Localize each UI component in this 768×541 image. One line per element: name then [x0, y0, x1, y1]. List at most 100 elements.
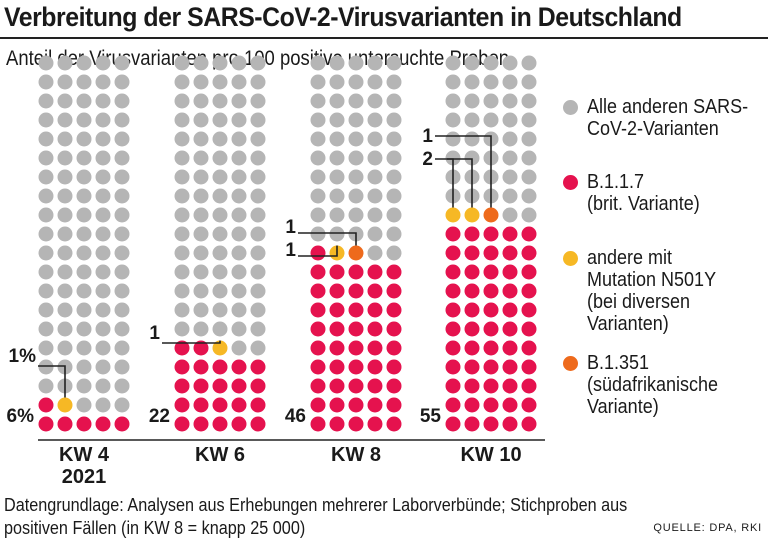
- dot-other: [212, 188, 228, 204]
- dot-other: [76, 226, 92, 242]
- footnote-line-2: positiven Fällen (in KW 8 = knapp 25 000…: [4, 518, 306, 538]
- dot-other: [329, 150, 345, 166]
- dot-other: [250, 207, 266, 223]
- dot-other: [76, 378, 92, 394]
- dot-other: [114, 302, 130, 318]
- dot-other: [95, 150, 111, 166]
- dot-other: [76, 245, 92, 261]
- dot-other: [174, 245, 190, 261]
- dot-b117: [521, 264, 537, 280]
- legend-swatch-b117: [563, 175, 578, 190]
- dot-other: [57, 169, 73, 185]
- dot-other: [445, 93, 461, 109]
- dot-other: [174, 188, 190, 204]
- dot-b117: [38, 397, 54, 413]
- dot-b117: [386, 283, 402, 299]
- dot-other: [174, 93, 190, 109]
- dot-other: [193, 207, 209, 223]
- dot-other: [193, 131, 209, 147]
- dot-b117: [348, 416, 364, 432]
- dot-b117: [329, 302, 345, 318]
- dot-other: [57, 188, 73, 204]
- dot-other: [367, 131, 383, 147]
- x-label-0: KW 4 2021: [34, 444, 134, 488]
- dot-other: [212, 207, 228, 223]
- dot-other: [445, 131, 461, 147]
- dot-other: [193, 321, 209, 337]
- dot-other: [76, 359, 92, 375]
- dot-b117: [502, 283, 518, 299]
- dot-other: [114, 226, 130, 242]
- dot-other: [521, 74, 537, 90]
- dot-other: [95, 131, 111, 147]
- dot-other: [212, 264, 228, 280]
- dot-b117: [445, 302, 461, 318]
- dot-other: [367, 226, 383, 242]
- label-n501y-0: 1%: [9, 346, 37, 367]
- dot-other: [76, 74, 92, 90]
- dot-other: [76, 169, 92, 185]
- dot-b117: [193, 416, 209, 432]
- dot-other: [193, 112, 209, 128]
- dot-b117: [464, 340, 480, 356]
- dot-b117: [502, 226, 518, 242]
- dot-other: [193, 264, 209, 280]
- dot-b117: [502, 245, 518, 261]
- dot-other: [95, 55, 111, 71]
- dot-b117: [521, 283, 537, 299]
- dot-other: [386, 93, 402, 109]
- dot-b117: [231, 416, 247, 432]
- dot-other: [76, 397, 92, 413]
- leader-n501y-2: [298, 245, 338, 257]
- dot-b117: [386, 264, 402, 280]
- label-b1351-3: 1: [422, 126, 433, 147]
- dot-other: [445, 55, 461, 71]
- dot-other: [348, 112, 364, 128]
- dot-b117: [310, 302, 326, 318]
- dot-b117: [483, 264, 499, 280]
- dot-other: [250, 93, 266, 109]
- footnote-line-1: Datengrundlage: Analysen aus Erhebungen …: [4, 495, 628, 515]
- dot-other: [348, 74, 364, 90]
- dot-other: [95, 321, 111, 337]
- dot-other: [212, 226, 228, 242]
- dot-b117: [521, 397, 537, 413]
- dot-other: [348, 55, 364, 71]
- dot-other: [310, 188, 326, 204]
- dot-other: [231, 302, 247, 318]
- dot-b117: [464, 283, 480, 299]
- leader-n501y-3a: [447, 158, 454, 208]
- dot-b117: [310, 416, 326, 432]
- dot-other: [114, 55, 130, 71]
- dot-other: [483, 112, 499, 128]
- dot-other: [38, 245, 54, 261]
- legend-label-b1351: B.1.351 (südafrikanische Variante): [587, 352, 718, 418]
- dot-other: [386, 188, 402, 204]
- dot-other: [114, 264, 130, 280]
- dot-other: [57, 93, 73, 109]
- dot-b117: [348, 302, 364, 318]
- dot-b117: [464, 302, 480, 318]
- dot-other: [386, 226, 402, 242]
- dot-other: [95, 188, 111, 204]
- dot-other: [386, 150, 402, 166]
- leader-b1351-2: [298, 232, 357, 246]
- dot-other: [310, 93, 326, 109]
- dot-other: [38, 93, 54, 109]
- dot-other: [231, 283, 247, 299]
- dot-other: [114, 74, 130, 90]
- dot-b117: [521, 340, 537, 356]
- dot-other: [348, 93, 364, 109]
- dot-other: [464, 74, 480, 90]
- dot-other: [250, 112, 266, 128]
- dot-other: [114, 169, 130, 185]
- dot-other: [38, 55, 54, 71]
- dot-b117: [114, 416, 130, 432]
- dot-other: [502, 112, 518, 128]
- dot-other: [250, 226, 266, 242]
- dot-b117: [502, 340, 518, 356]
- label-n501y-2: 1: [285, 240, 296, 261]
- legend-swatch-n501y: [563, 251, 578, 266]
- dot-b117: [367, 340, 383, 356]
- dot-other: [483, 55, 499, 71]
